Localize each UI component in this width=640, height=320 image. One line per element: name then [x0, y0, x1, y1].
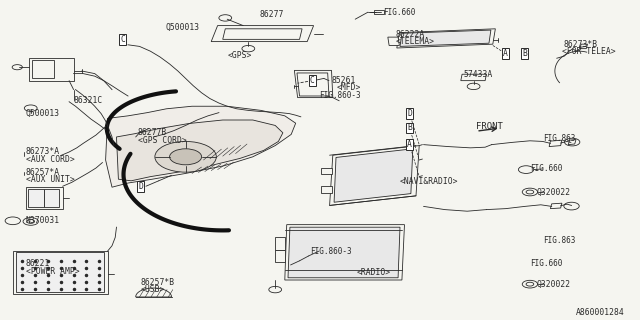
Bar: [44, 189, 59, 207]
Text: D: D: [138, 182, 143, 191]
Polygon shape: [223, 29, 302, 39]
Polygon shape: [275, 237, 285, 250]
Polygon shape: [388, 37, 399, 45]
Text: FIG.863: FIG.863: [543, 236, 575, 245]
Polygon shape: [297, 73, 329, 96]
Text: N370031: N370031: [26, 216, 60, 225]
Text: FIG.660: FIG.660: [530, 164, 563, 173]
Text: 86221: 86221: [26, 260, 50, 268]
Polygon shape: [116, 120, 283, 181]
Polygon shape: [549, 140, 562, 147]
Text: <AUX UNIT>: <AUX UNIT>: [26, 175, 74, 184]
Text: A: A: [503, 49, 508, 58]
Polygon shape: [211, 26, 314, 42]
Text: 85261: 85261: [332, 76, 356, 85]
Bar: [16, 252, 104, 292]
Polygon shape: [461, 74, 486, 81]
Polygon shape: [288, 227, 400, 278]
Polygon shape: [397, 29, 495, 48]
Text: <NAVI&RADIO>: <NAVI&RADIO>: [399, 177, 458, 186]
Text: Q500013: Q500013: [26, 109, 60, 118]
Circle shape: [155, 141, 216, 172]
Text: 86277B: 86277B: [138, 128, 167, 137]
Polygon shape: [580, 44, 588, 49]
Text: C: C: [120, 35, 125, 44]
Circle shape: [170, 149, 202, 165]
Text: 57433A: 57433A: [463, 70, 493, 79]
Text: D: D: [407, 109, 412, 118]
Polygon shape: [568, 140, 576, 145]
Polygon shape: [285, 225, 404, 280]
Bar: [28, 189, 44, 207]
Text: A: A: [407, 140, 412, 149]
Text: 86222A: 86222A: [396, 30, 425, 39]
Text: FIG.660: FIG.660: [383, 8, 415, 17]
Text: FIG.860-3: FIG.860-3: [319, 92, 360, 100]
Text: 86273*B: 86273*B: [563, 40, 597, 49]
Text: 86321C: 86321C: [74, 96, 103, 105]
Text: Q500013: Q500013: [165, 23, 200, 32]
Text: 86277: 86277: [260, 10, 284, 19]
Polygon shape: [106, 106, 296, 187]
Polygon shape: [275, 250, 285, 262]
Bar: [26, 187, 63, 209]
Text: <MFD>: <MFD>: [337, 83, 361, 92]
Text: FRONT: FRONT: [476, 122, 503, 131]
Polygon shape: [400, 30, 491, 46]
Text: B: B: [407, 124, 412, 132]
Text: FIG.660: FIG.660: [530, 259, 563, 268]
Text: <FOR TELEA>: <FOR TELEA>: [562, 47, 616, 56]
Polygon shape: [32, 60, 54, 78]
Polygon shape: [550, 203, 562, 209]
Text: <AUX CORD>: <AUX CORD>: [26, 155, 74, 164]
Polygon shape: [29, 58, 74, 81]
Text: Q320022: Q320022: [536, 280, 570, 289]
Polygon shape: [321, 168, 332, 174]
Text: <RADIO>: <RADIO>: [357, 268, 391, 277]
Text: <POWER AMP>: <POWER AMP>: [26, 267, 79, 276]
Text: <TELEMA>: <TELEMA>: [396, 37, 435, 46]
Polygon shape: [334, 149, 413, 202]
Text: <GPS>: <GPS>: [227, 51, 252, 60]
Polygon shape: [374, 10, 384, 14]
Polygon shape: [294, 70, 333, 98]
Text: <USB>: <USB>: [141, 285, 165, 294]
Text: Q320022: Q320022: [536, 188, 570, 197]
Text: <GPS CORD>: <GPS CORD>: [138, 136, 186, 145]
Polygon shape: [321, 186, 332, 193]
Text: FIG.860-3: FIG.860-3: [310, 247, 351, 256]
Polygon shape: [136, 288, 172, 297]
Bar: [13, 251, 108, 294]
Text: 86257*A: 86257*A: [26, 168, 60, 177]
Text: FIG.863: FIG.863: [543, 134, 575, 143]
Text: 86257*B: 86257*B: [141, 278, 175, 287]
Polygon shape: [330, 146, 419, 205]
Text: 86273*A: 86273*A: [26, 148, 60, 156]
Text: C: C: [310, 76, 315, 85]
Text: A860001284: A860001284: [576, 308, 625, 317]
Text: B: B: [522, 49, 527, 58]
